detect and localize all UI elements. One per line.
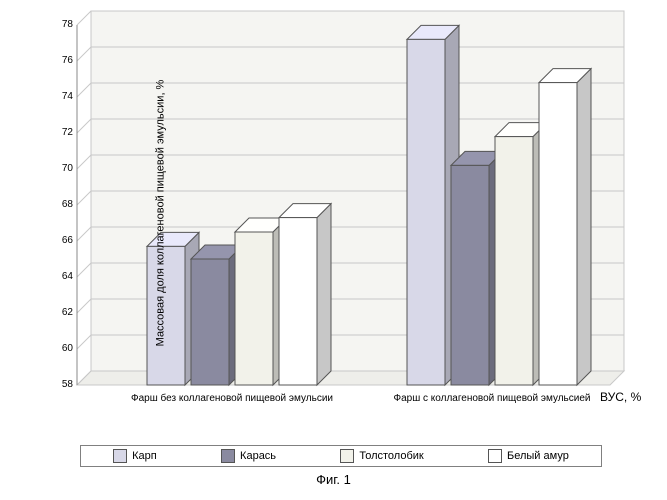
ytick-label: 62 xyxy=(53,307,73,318)
right-axis-label: ВУС, % xyxy=(600,390,641,404)
legend-item: Белый амур xyxy=(488,449,569,463)
ytick-label: 68 xyxy=(53,199,73,210)
ytick-label: 76 xyxy=(53,55,73,66)
ytick-label: 64 xyxy=(53,271,73,282)
legend-swatch xyxy=(113,449,127,463)
ytick-label: 78 xyxy=(53,19,73,30)
ytick-label: 74 xyxy=(53,91,73,102)
ytick-label: 70 xyxy=(53,163,73,174)
plot-3d-box xyxy=(35,10,640,415)
legend: Карп Карась Толстолобик Белый амур xyxy=(80,445,602,467)
legend-item: Карп xyxy=(113,449,157,463)
legend-label: Карась xyxy=(240,450,276,462)
ytick-label: 58 xyxy=(53,379,73,390)
legend-swatch xyxy=(340,449,354,463)
ytick-label: 66 xyxy=(53,235,73,246)
legend-label: Толстолобик xyxy=(359,450,423,462)
ytick-label: 72 xyxy=(53,127,73,138)
legend-swatch xyxy=(488,449,502,463)
category-label: Фарш без коллагеновой пищевой эмульсии xyxy=(127,393,337,404)
chart-area: Массовая доля коллагеновой пищевой эмуль… xyxy=(35,10,640,415)
category-label: Фарш с коллагеновой пищевой эмульсией xyxy=(387,393,597,404)
ytick-label: 60 xyxy=(53,343,73,354)
legend-label: Белый амур xyxy=(507,450,569,462)
legend-item: Карась xyxy=(221,449,276,463)
legend-swatch xyxy=(221,449,235,463)
legend-item: Толстолобик xyxy=(340,449,423,463)
legend-label: Карп xyxy=(132,450,157,462)
figure-caption: Фиг. 1 xyxy=(0,472,667,487)
y-axis-label: Массовая доля коллагеновой пищевой эмуль… xyxy=(154,79,166,346)
